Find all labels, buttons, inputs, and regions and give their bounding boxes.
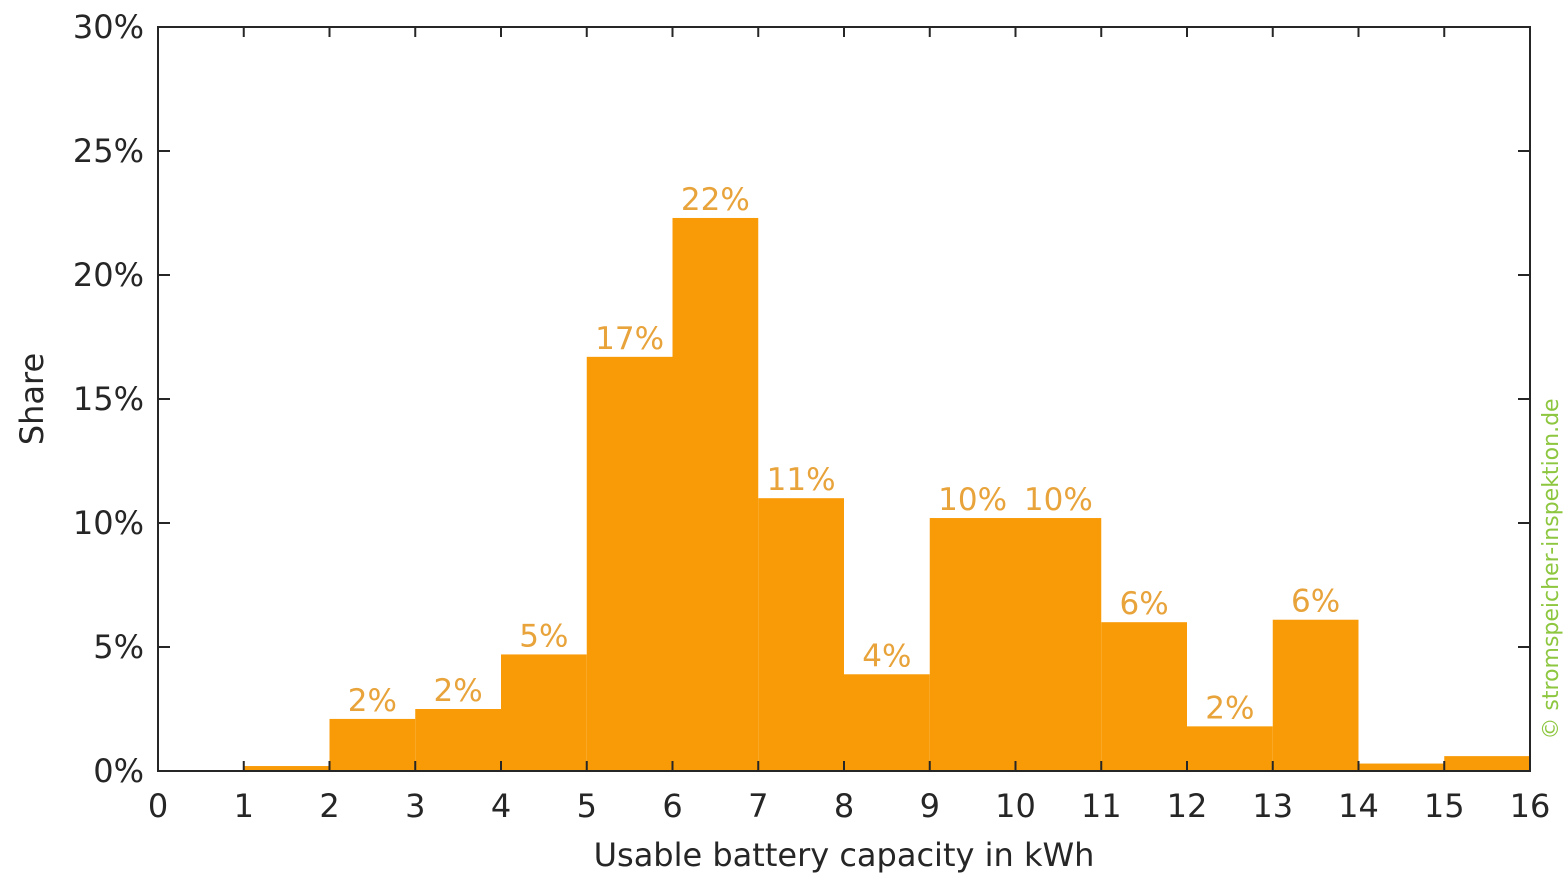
bar (844, 674, 930, 771)
x-axis-title: Usable battery capacity in kWh (594, 836, 1095, 873)
data-labels: 2% 2% 5% 17% 22% 11% 4% 10% 10% 6% 2% 6% (348, 182, 1340, 726)
data-label: 2% (1205, 690, 1254, 726)
y-tick-label: 20% (73, 256, 144, 294)
bar (929, 518, 1016, 771)
data-label: 22% (681, 182, 750, 218)
data-label: 6% (1120, 586, 1169, 622)
bar (415, 709, 501, 771)
bar (1444, 756, 1530, 771)
x-tick-label: 12 (1167, 787, 1208, 825)
y-axis-title: Share (13, 353, 51, 445)
x-tick-label: 7 (748, 787, 768, 825)
x-tick-label: 6 (662, 787, 682, 825)
x-tick-label: 4 (491, 787, 511, 825)
bar (758, 498, 844, 771)
bar (1015, 518, 1102, 771)
x-tick-label: 10 (995, 787, 1036, 825)
bar (329, 718, 416, 771)
x-tick-label: 8 (834, 787, 854, 825)
x-tick-label: 3 (405, 787, 425, 825)
data-label: 5% (519, 618, 568, 654)
y-tick-label: 0% (93, 752, 144, 790)
bar (501, 654, 587, 771)
x-tick-label: 2 (319, 787, 339, 825)
x-tick-label: 11 (1081, 787, 1122, 825)
data-label: 4% (862, 638, 911, 674)
data-label: 2% (348, 683, 397, 719)
data-label: 17% (595, 321, 664, 357)
bar (1101, 622, 1187, 771)
y-tick-labels: 0% 5% 10% 15% 20% 25% 30% (73, 8, 144, 790)
ticks-layer (157, 26, 1531, 772)
data-label: 2% (434, 673, 483, 709)
x-tick-label: 1 (234, 787, 254, 825)
x-tick-label: 9 (920, 787, 940, 825)
x-tick-label: 13 (1252, 787, 1293, 825)
x-tick-label: 14 (1338, 787, 1379, 825)
x-tick-labels: 0 1 2 3 4 5 6 7 8 9 10 11 12 13 14 15 16 (148, 787, 1551, 825)
y-tick-label: 5% (93, 628, 144, 666)
bar (1187, 726, 1273, 771)
bar (1272, 619, 1359, 771)
data-label: 6% (1291, 584, 1340, 620)
data-label: 10% (1024, 482, 1093, 518)
y-tick-label: 25% (73, 132, 144, 170)
y-tick-label: 10% (73, 504, 144, 542)
copyright-watermark: © stromspeicher-inspektion.de (1539, 398, 1564, 739)
bar (586, 356, 673, 771)
x-tick-label: 15 (1424, 787, 1465, 825)
y-tick-label: 30% (73, 8, 144, 46)
data-label: 10% (938, 482, 1007, 518)
y-tick-label: 15% (73, 380, 144, 418)
x-tick-label: 16 (1510, 787, 1551, 825)
bar (1358, 763, 1445, 771)
data-label: 11% (767, 462, 836, 498)
x-tick-label: 0 (148, 787, 168, 825)
bar (672, 217, 759, 771)
bar (243, 766, 330, 771)
x-tick-label: 5 (577, 787, 597, 825)
